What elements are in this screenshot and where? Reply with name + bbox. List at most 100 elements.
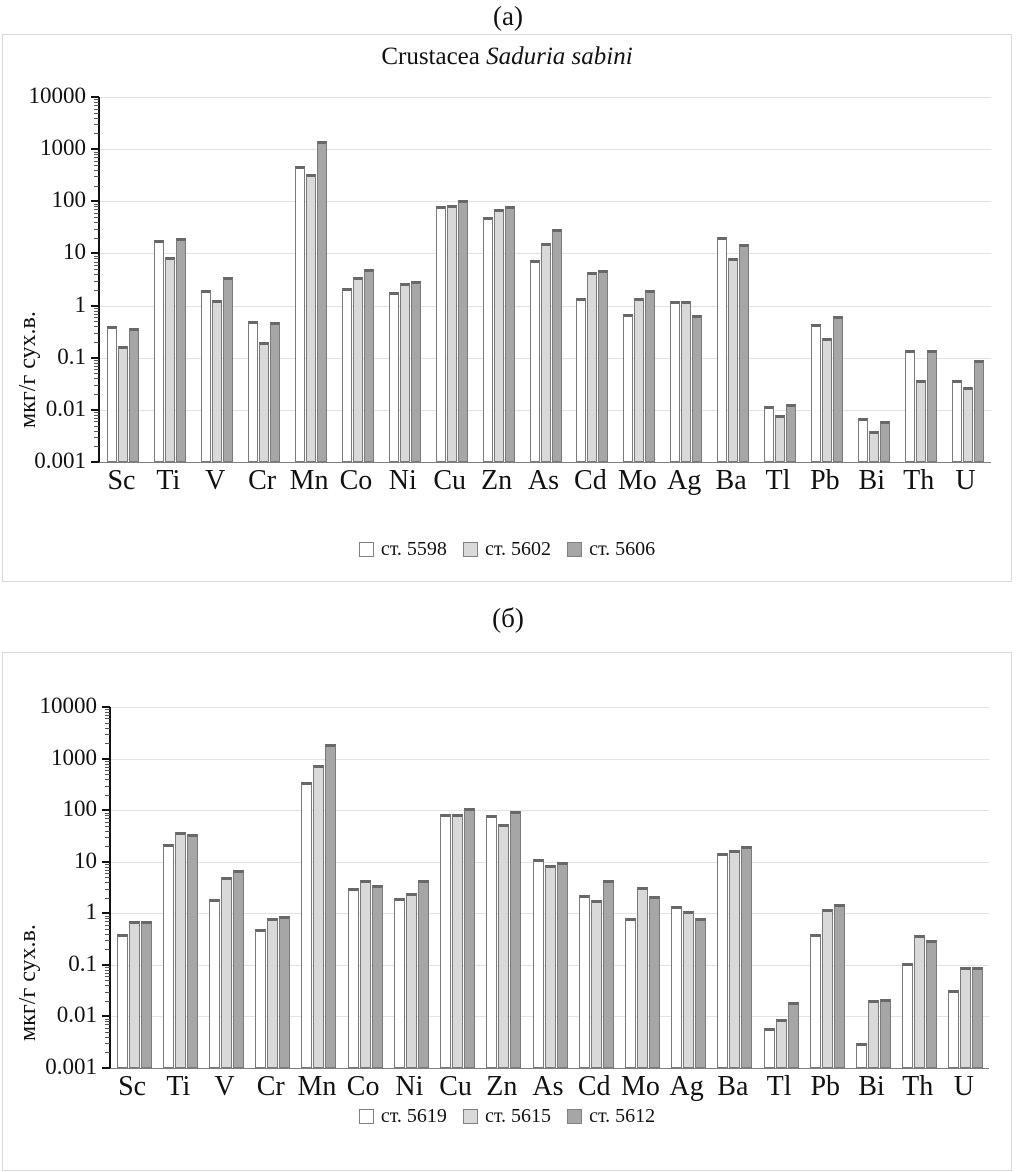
x-tick-label-U: U: [953, 1071, 974, 1102]
y-axis-minor-tick: [105, 785, 110, 787]
x-tick-label-Mn: Mn: [297, 1071, 337, 1102]
bar-Cu-s3: [464, 808, 476, 1068]
bar-Sc-s2: [128, 921, 140, 1068]
x-tick-label-Mn: Mn: [289, 465, 329, 496]
bar-Th-s1: [902, 962, 914, 1068]
y-axis-minor-tick: [94, 169, 99, 171]
bar-Mo-s2: [636, 887, 648, 1068]
bar-Zn-s3: [504, 206, 515, 462]
x-tick-label-U: U: [955, 465, 976, 496]
bar-As-s3: [556, 861, 568, 1068]
y-axis-minor-tick: [105, 743, 110, 745]
y-axis-minor-tick: [94, 414, 99, 416]
bar-U-s2: [960, 967, 972, 1068]
x-tick-labels: Sc Ti V Cr Mn Co Ni Cu Zn As Cd Mo Ag Ba Tl Pb Bi Th U: [98, 465, 989, 503]
bar-Cu-s2: [452, 813, 464, 1068]
bar-Bi-s3: [879, 998, 891, 1068]
bar-Zn-s2: [493, 209, 504, 462]
bar-Ni-s3: [410, 281, 421, 462]
bar-Zn-s2: [498, 823, 510, 1068]
bar-Ag-s1: [670, 301, 681, 462]
y-axis-major-tick: [102, 809, 110, 812]
x-tick-label-Cu: Cu: [433, 465, 467, 496]
legend-item-st5615: ст. 5615: [462, 1105, 551, 1128]
y-axis-major-tick: [102, 1015, 110, 1018]
gridline: [111, 707, 989, 708]
y-axis-major-tick: [91, 200, 99, 203]
bar-Mo-s1: [623, 313, 634, 462]
bar-Cd-s1: [578, 894, 590, 1068]
bar-Co-s1: [341, 287, 352, 462]
gridline: [111, 861, 989, 863]
y-tick-label: 100: [62, 796, 98, 822]
bar-Cd-s2: [587, 271, 598, 462]
bar-Pb-s3: [832, 316, 843, 462]
y-axis-major-tick: [91, 461, 99, 463]
y-axis-minor-tick: [105, 1027, 110, 1029]
y-tick-label: 0.01: [56, 1002, 97, 1028]
y-axis-minor-tick: [105, 980, 110, 982]
y-axis-minor-tick: [105, 864, 110, 866]
y-axis-minor-tick: [105, 972, 110, 974]
x-tick-label-Cd: Cd: [577, 1071, 611, 1102]
legend-item-st5606: ст. 5606: [567, 538, 655, 561]
bar-Tl-s3: [785, 403, 796, 462]
y-axis-minor-tick: [105, 733, 110, 735]
y-axis-major-tick: [102, 912, 110, 915]
bar-As-s2: [540, 242, 551, 462]
y-axis-minor-tick: [105, 924, 110, 926]
bar-Cd-s1: [576, 297, 587, 462]
chart-a-frame: Crustacea Saduria sabini мкг/г сух.в. 10…: [2, 34, 1012, 582]
y-axis-minor-tick: [94, 365, 99, 367]
legend-item-st5619: ст. 5619: [358, 1105, 447, 1128]
bar-As-s1: [529, 259, 540, 462]
y-axis-minor-tick: [94, 216, 99, 218]
y-axis-minor-tick: [105, 722, 110, 724]
legend: ст. 5619 ст. 5615 ст. 5612: [3, 1105, 1011, 1128]
x-tick-label-V: V: [205, 465, 226, 496]
y-axis-minor-tick: [105, 821, 110, 823]
bar-U-s3: [973, 360, 984, 462]
y-axis-minor-tick: [94, 342, 99, 344]
bar-Ti-s2: [165, 257, 176, 462]
y-axis-minor-tick: [94, 261, 99, 263]
bar-U-s2: [962, 386, 973, 462]
bar-Ba-s3: [739, 244, 750, 462]
y-axis-minor-tick: [105, 1031, 110, 1033]
y-axis-minor-tick: [105, 888, 110, 890]
y-axis-major-tick: [102, 757, 110, 760]
y-axis-minor-tick: [105, 763, 110, 765]
panel-b-label: (б): [492, 603, 524, 633]
bar-Sc-s3: [129, 328, 140, 462]
bar-Ti-s1: [162, 844, 174, 1068]
y-axis-minor-tick: [105, 873, 110, 875]
y-axis-minor-tick: [105, 866, 110, 868]
x-tick-label-Sc: Sc: [118, 1071, 147, 1102]
legend: ст. 5598 ст. 5602 ст. 5606: [3, 538, 1011, 561]
gridline: [100, 201, 991, 203]
legend-label: ст. 5612: [589, 1105, 656, 1127]
panel-a-label: (а): [493, 1, 523, 31]
bar-Cu-s2: [446, 204, 457, 462]
bar-Mn-s1: [295, 166, 306, 462]
x-tick-label-Pb: Pb: [810, 1071, 841, 1102]
x-tick-label-Zn: Zn: [486, 1071, 518, 1102]
bar-Tl-s3: [787, 1002, 799, 1068]
bar-Ba-s2: [728, 258, 739, 462]
x-tick-label-Th: Th: [903, 465, 935, 496]
y-axis-minor-tick: [105, 915, 110, 917]
y-axis-minor-tick: [94, 164, 99, 166]
y-axis-major-tick: [102, 1067, 110, 1069]
y-axis-minor-tick: [105, 709, 110, 711]
y-axis-minor-tick: [105, 815, 110, 817]
y-axis-minor-tick: [94, 222, 99, 224]
y-axis-minor-tick: [94, 421, 99, 423]
x-tick-label-Ti: Ti: [166, 1071, 191, 1102]
bar-Cd-s2: [590, 900, 602, 1068]
bar-Sc-s1: [107, 326, 118, 462]
y-tick-label: 100: [51, 187, 87, 213]
x-tick-label-Ba: Ba: [717, 1071, 749, 1102]
y-axis-minor-tick: [94, 105, 99, 107]
y-axis-minor-tick: [105, 877, 110, 879]
y-axis-minor-tick: [105, 1018, 110, 1020]
